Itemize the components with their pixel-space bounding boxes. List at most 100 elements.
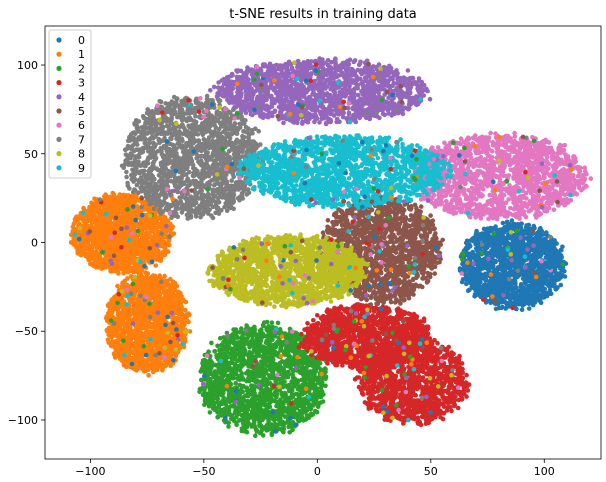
point-class-1 [138,284,144,290]
point-class-1 [155,359,161,365]
point-class-0 [533,287,539,292]
point-class-0 [540,240,546,246]
point-class-1 [155,334,160,340]
point-class-1 [143,368,148,374]
point-class-1 [138,249,144,254]
point-class-0 [467,244,473,249]
point-class-1 [106,249,111,254]
point-class-0 [491,239,496,244]
point-class-1 [122,232,128,237]
point-class-1 [115,221,120,226]
point-class-1 [184,314,190,320]
point-class-0 [476,279,481,284]
point-class-0 [556,250,561,256]
point-class-1 [177,306,182,312]
point-class-1 [115,305,121,311]
point-class-1 [131,356,136,361]
point-class-1 [133,264,139,270]
point-class-2 [314,409,320,415]
point-class-0 [512,275,518,280]
point-class-0 [504,227,509,232]
point-class-1 [112,238,117,243]
point-class-1 [170,314,176,320]
point-class-1 [124,265,130,271]
point-class-1 [149,357,154,363]
point-class-0 [497,286,502,292]
point-class-1 [88,247,93,253]
point-class-1 [104,232,109,238]
point-class-0 [461,265,467,271]
point-class-0 [542,286,547,292]
point-class-0 [514,306,519,312]
point-class-1 [152,316,158,322]
point-class-1 [94,204,100,210]
point-class-1 [96,217,102,223]
point-class-0 [519,221,524,227]
point-class-0 [513,246,519,252]
point-class-0 [475,242,480,248]
point-class-1 [146,373,151,378]
point-class-0 [536,282,542,287]
point-class-0 [503,306,509,311]
point-class-2 [264,319,270,325]
point-class-1 [161,339,167,344]
point-class-1 [163,229,169,234]
point-class-1 [136,319,141,325]
point-class-1 [90,262,95,268]
point-class-1 [127,216,132,222]
point-class-0 [535,252,541,258]
point-class-0 [529,287,534,292]
point-class-1 [165,218,171,223]
point-class-0 [474,275,479,280]
point-class-0 [468,278,473,284]
point-class-0 [552,267,558,272]
point-class-0 [464,281,469,287]
point-class-1 [113,265,119,271]
point-class-0 [526,276,531,281]
point-class-0 [535,240,541,246]
point-class-1 [125,197,130,202]
point-class-1 [93,241,99,246]
point-class-0 [498,261,504,267]
point-class-1 [79,233,85,238]
point-class-0 [546,240,551,245]
point-class-0 [470,266,476,272]
point-class-0 [520,303,525,308]
point-class-1 [105,226,111,232]
point-class-1 [77,221,82,227]
point-class-0 [507,287,513,292]
point-class-0 [543,255,549,260]
point-class-1 [121,203,127,208]
point-class-1 [104,222,109,228]
point-class-1 [148,287,153,292]
point-class-0 [509,218,515,223]
point-class-1 [116,314,122,320]
point-class-0 [500,267,506,273]
point-class-1 [125,276,130,281]
points-layer [68,56,594,439]
point-class-0 [483,278,489,283]
point-class-1 [117,333,122,338]
point-class-0 [549,260,555,265]
point-class-1 [163,249,168,255]
point-class-1 [90,205,95,211]
point-class-0 [511,254,517,259]
point-class-1 [135,240,140,246]
point-class-1 [131,348,137,354]
point-class-1 [124,306,129,311]
point-class-1 [115,283,120,289]
point-class-1 [114,247,120,252]
point-class-1 [149,228,155,233]
point-class-0 [547,291,552,297]
point-class-1 [137,357,143,363]
point-class-0 [518,242,523,248]
point-class-0 [481,226,487,232]
point-class-0 [470,249,476,255]
point-class-1 [120,319,126,325]
point-class-0 [499,305,504,311]
point-class-1 [85,255,91,260]
point-class-1 [107,309,113,315]
point-class-0 [497,231,503,237]
point-class-1 [143,330,148,336]
point-class-1 [93,200,99,206]
